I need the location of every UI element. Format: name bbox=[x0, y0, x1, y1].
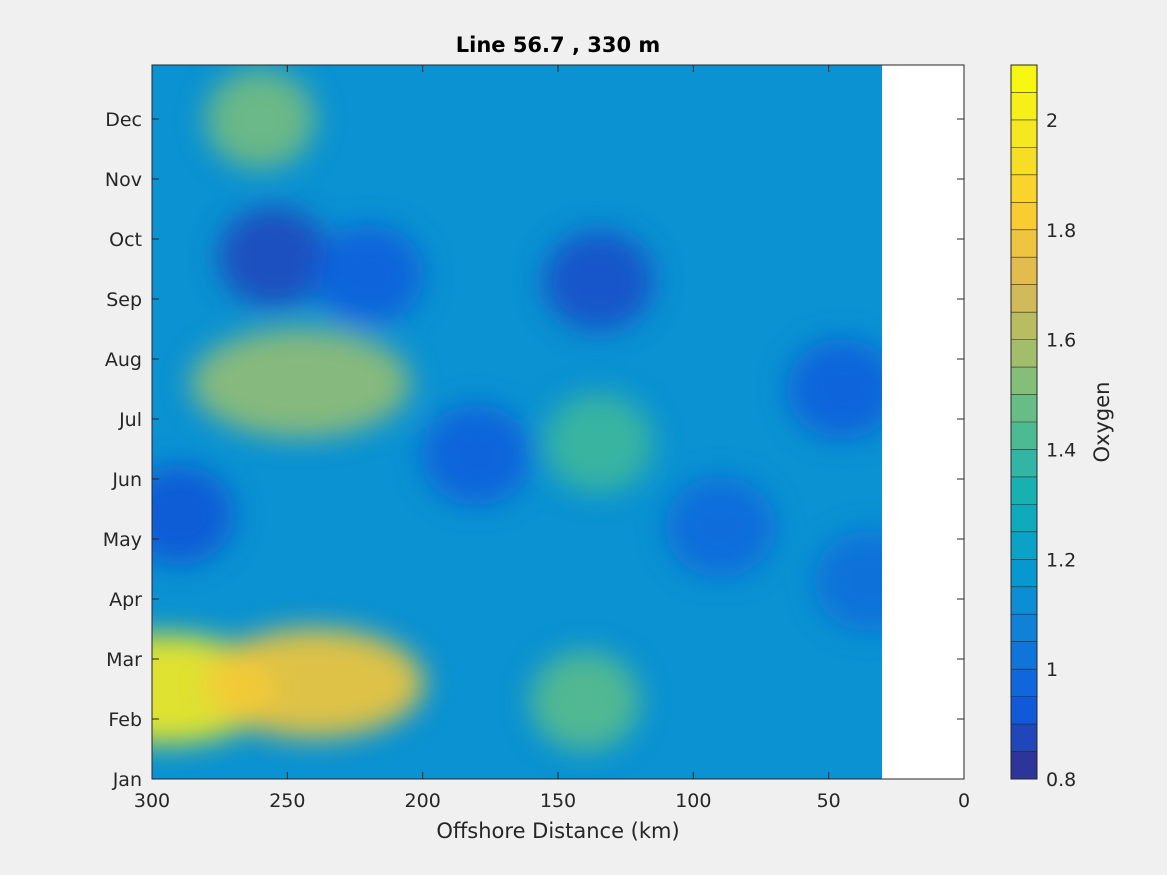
y-tick-label: Apr bbox=[109, 589, 142, 611]
x-axis-title: Offshore Distance (km) bbox=[436, 819, 679, 843]
colorbar-tick-label: 0.8 bbox=[1046, 769, 1076, 791]
colorbar-level bbox=[1011, 504, 1037, 533]
colorbar-level bbox=[1011, 92, 1037, 121]
colorbar-tick-label: 2 bbox=[1046, 110, 1058, 132]
contour-feature bbox=[152, 465, 235, 565]
contour-feature bbox=[218, 207, 329, 307]
x-tick-label: 0 bbox=[958, 790, 970, 812]
colorbar-tick-label: 1.4 bbox=[1046, 439, 1076, 461]
y-tick-label: Sep bbox=[106, 289, 142, 311]
colorbar-level bbox=[1011, 394, 1037, 423]
contour-feature bbox=[665, 477, 776, 577]
colorbar-level bbox=[1011, 724, 1037, 753]
y-tick-label: Nov bbox=[105, 169, 142, 191]
x-tick-label: 200 bbox=[405, 790, 441, 812]
colorbar-level bbox=[1011, 174, 1037, 203]
colorbar-tick-label: 1.2 bbox=[1046, 549, 1076, 571]
y-tick-label: Oct bbox=[109, 229, 142, 251]
colorbar-level bbox=[1011, 312, 1037, 341]
y-tick-label: Jan bbox=[112, 769, 142, 791]
contour-feature bbox=[530, 651, 641, 751]
colorbar-level bbox=[1011, 559, 1037, 588]
colorbar-tick-label: 1 bbox=[1046, 659, 1058, 681]
colorbar-label: Oxygen bbox=[1090, 382, 1114, 463]
contour-feature bbox=[814, 531, 882, 631]
contour-feature bbox=[313, 225, 424, 325]
y-tick-label: Dec bbox=[105, 109, 142, 131]
contour-feature bbox=[204, 628, 425, 738]
y-tick-label: Mar bbox=[106, 649, 142, 671]
colorbar-level bbox=[1011, 751, 1037, 780]
y-tick-label: May bbox=[103, 529, 142, 551]
colorbar-level bbox=[1011, 641, 1037, 670]
colorbar-tick-label: 1.8 bbox=[1046, 220, 1076, 242]
chart-title: Line 56.7 , 330 m bbox=[456, 33, 661, 57]
colorbar-level bbox=[1011, 696, 1037, 725]
contour-feature bbox=[190, 328, 411, 438]
colorbar-level bbox=[1011, 449, 1037, 478]
colorbar-level bbox=[1011, 339, 1037, 368]
x-axis: 300 250 200 150 100 50 0 bbox=[134, 65, 970, 812]
colorbar-level bbox=[1011, 229, 1037, 258]
x-tick-label: 250 bbox=[269, 790, 305, 812]
contour-feature bbox=[543, 393, 654, 493]
contour-feature bbox=[205, 69, 316, 169]
contour-feature bbox=[787, 339, 882, 439]
contour-field bbox=[152, 65, 882, 779]
colorbar: 0.8 1 1.2 1.4 1.6 1.8 2 bbox=[1010, 64, 1076, 791]
colorbar-level bbox=[1011, 202, 1037, 231]
contour-feature bbox=[421, 405, 532, 505]
colorbar-level bbox=[1011, 476, 1037, 505]
y-tick-label: Aug bbox=[105, 349, 142, 371]
colorbar-tick-label: 1.6 bbox=[1046, 330, 1076, 352]
colorbar-level bbox=[1011, 586, 1037, 615]
colorbar-level bbox=[1011, 65, 1037, 93]
colorbar-level bbox=[1011, 367, 1037, 396]
colorbar-level bbox=[1011, 669, 1037, 698]
x-tick-label: 50 bbox=[817, 790, 841, 812]
x-tick-label: 150 bbox=[540, 790, 576, 812]
y-tick-label: Jul bbox=[118, 409, 142, 431]
colorbar-frame bbox=[1010, 64, 1038, 780]
colorbar-level bbox=[1011, 119, 1037, 148]
x-tick-label: 300 bbox=[134, 790, 170, 812]
x-tick-label: 100 bbox=[675, 790, 711, 812]
y-axis: Jan Feb Mar Apr May Jun Jul Aug Sep Oct Nov Dec bbox=[103, 109, 964, 791]
colorbar-level bbox=[1011, 614, 1037, 643]
colorbar-level bbox=[1011, 284, 1037, 313]
colorbar-level bbox=[1011, 531, 1037, 560]
contour-feature bbox=[543, 231, 654, 331]
colorbar-level bbox=[1011, 147, 1037, 176]
colorbar-level bbox=[1011, 257, 1037, 286]
y-tick-label: Jun bbox=[111, 469, 142, 491]
y-tick-label: Feb bbox=[108, 709, 142, 731]
colorbar-level bbox=[1011, 422, 1037, 450]
